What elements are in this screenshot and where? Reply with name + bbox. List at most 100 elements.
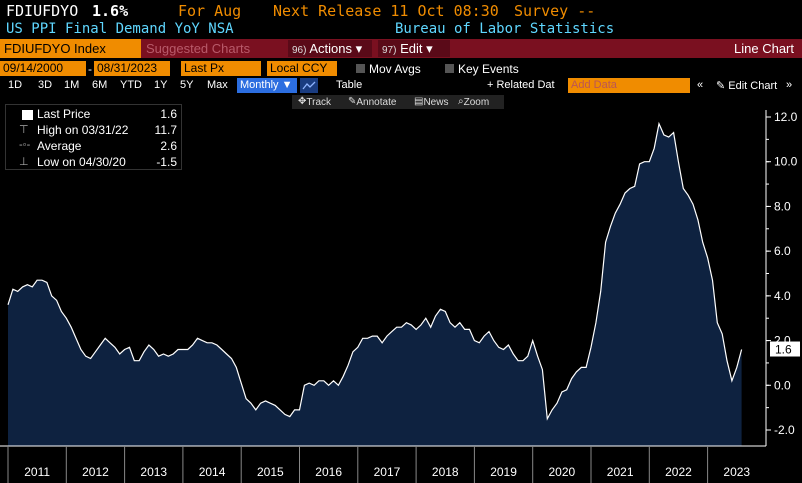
x-tick-label: 2011 [24,465,50,479]
command-bar: FDIUFDYO Index Suggested Charts 96) Acti… [0,39,802,58]
legend-label: Last Price [37,107,91,121]
track-button[interactable]: ✥ Track [298,96,332,108]
news-label: News [423,97,449,108]
period-bar: 1D 3D 1M 6M YTD 1Y 5Y Max Monthly ▼ Tabl… [0,78,802,93]
track-label: Track [306,97,332,108]
field-select[interactable]: Last Px [181,61,261,76]
annotate-button[interactable]: ✎ Annotate [348,96,397,108]
average-marker-icon: -◦- [19,139,31,151]
legend-label: Low on 04/30/20 [37,155,126,169]
controls-bar: 09/14/2000 - 08/31/2023 Last Px Local CC… [0,61,802,77]
x-tick-label: 2020 [548,465,575,479]
date-separator: - [88,62,92,76]
x-tick-label: 2021 [607,465,634,479]
period-1m[interactable]: 1M [64,79,80,91]
legend-label: Average [37,139,82,153]
x-tick-label: 2012 [82,465,109,479]
y-tick-label: 8.0 [774,199,791,213]
x-tick-label: 2023 [723,465,750,479]
current-value: 1.6% [92,2,129,20]
legend-value: 2.6 [160,139,177,153]
chart-tools-bar: ✥ Track ✎ Annotate ▤ News ⌕ Zoom [292,95,504,109]
period-1y[interactable]: 1Y [154,79,168,91]
legend-box: Last Price 1.6 ⊤ High on 03/31/22 11.7 -… [5,104,182,170]
legend-value: -1.5 [156,155,177,169]
security-title: US PPI Final Demand YoY NSA [6,21,234,37]
security-field[interactable]: FDIUFDYO Index [0,39,141,58]
expand-icon[interactable]: » [786,79,793,91]
y-axis: 12.010.08.06.04.02.00.0-2.01.6 [766,110,800,437]
low-marker-icon: ⊥ [19,156,29,168]
x-axis: 2011 2012 2013 2014 2015 2016 2017 2018 2019 2020… [7,446,750,483]
x-tick-label: 2019 [490,465,517,479]
period-6m[interactable]: 6M [92,79,108,91]
legend-last-price: Last Price 1.6 [6,107,183,122]
mov-avgs-checkbox[interactable] [356,64,365,73]
frequency-select[interactable]: Monthly ▼ [237,78,297,93]
series-area [8,123,742,446]
survey-label: Survey -- [514,2,596,20]
edit-chart-label: Edit Chart [728,80,778,92]
key-events-label: Key Events [458,62,519,76]
next-release: Next Release 11 Oct 08:30 [273,2,499,20]
end-date-field[interactable]: 08/31/2023 [94,61,170,76]
actions-menu[interactable]: 96) Actions ▾ [288,40,372,57]
x-tick-label: 2022 [665,465,692,479]
chart-area[interactable]: 12.0 10.0 8.0 6.0 4.0 2.0 0.0 -2.0 1.6 2011 2012 2… [0,110,802,483]
line-chart-icon[interactable] [300,78,318,93]
annotate-label: Annotate [356,97,397,108]
news-button[interactable]: ▤ News [414,96,449,108]
period-ytd[interactable]: YTD [120,79,142,91]
zoom-button[interactable]: ⌕ Zoom [458,96,490,108]
edit-menu[interactable]: 97) Edit ▾ [378,40,450,57]
key-events-checkbox[interactable] [445,64,454,73]
y-tick-label: 12.0 [774,110,798,124]
axes [0,110,767,447]
x-tick-label: 2018 [432,465,459,479]
header-bar: FDIUFDYO 1.6% For Aug Next Release 11 Oc… [0,0,802,21]
period-max[interactable]: Max [207,79,228,91]
ticker-label: FDIUFDYO [6,2,79,20]
period-1d[interactable]: 1D [8,79,23,91]
high-marker-icon: ⊤ [19,124,29,136]
legend-label: High on 03/31/22 [37,123,129,137]
legend-high: ⊤ High on 03/31/22 11.7 [6,123,183,138]
legend-low: ⊥ Low on 04/30/20 -1.5 [6,155,183,170]
period-label: For Aug [178,2,242,20]
chart-type-label: Line Chart [734,41,794,56]
x-tick-label: 2017 [374,465,401,479]
period-5y[interactable]: 5Y [180,79,194,91]
x-tick-label: 2014 [199,465,226,479]
legend-value: 1.6 [160,107,177,121]
last-value-label: 1.6 [775,343,792,357]
chart-svg: 12.010.08.06.04.02.00.0-2.01.6 2011 2012 2… [0,110,800,483]
x-tick-label: 2016 [315,465,342,479]
legend-swatch [22,110,33,120]
edit-label: Edit ▾ [400,41,433,56]
last-value-box [770,341,800,357]
start-date-field[interactable]: 09/14/2000 [0,61,86,76]
edit-num: 97) [382,45,397,56]
title-bar: US PPI Final Demand YoY NSA Bureau of La… [0,21,802,39]
currency-select[interactable]: Local CCY [267,61,337,76]
y-tick-label: 6.0 [774,244,791,258]
edit-chart-button[interactable]: ✎ Edit Chart [716,80,778,92]
add-data-input[interactable]: Add Data [568,78,690,93]
suggested-charts-button[interactable]: Suggested Charts [146,41,251,56]
y-tick-label: 4.0 [774,289,791,303]
zoom-label: Zoom [463,97,490,108]
related-data-button[interactable]: + Related Dat [487,79,555,91]
table-button[interactable]: Table [336,79,363,91]
y-tick-label: 0.0 [774,378,791,392]
x-tick-label: 2015 [257,465,284,479]
source-label: Bureau of Labor Statistics [395,21,615,37]
actions-num: 96) [292,45,307,56]
collapse-icon[interactable]: « [697,79,704,91]
period-3d[interactable]: 3D [38,79,53,91]
series-line [7,121,743,421]
mov-avgs-label: Mov Avgs [369,62,421,76]
legend-average: -◦- Average 2.6 [6,139,183,154]
y-tick-label: -2.0 [774,423,795,437]
actions-label: Actions ▾ [309,41,363,56]
x-tick-label: 2013 [140,465,167,479]
